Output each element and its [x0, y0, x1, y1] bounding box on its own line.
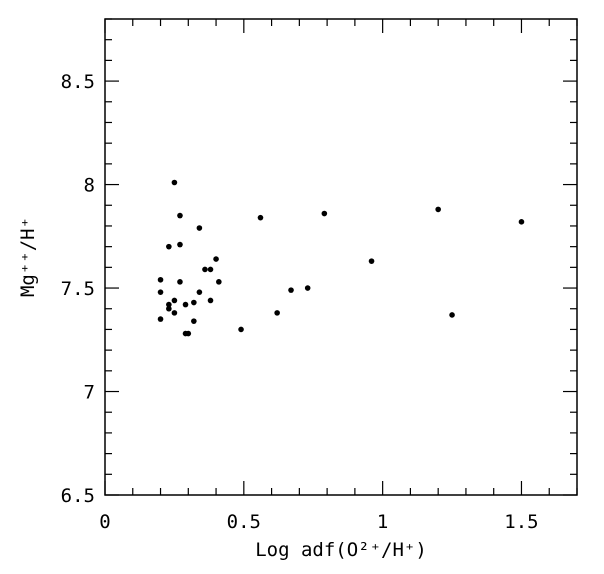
- data-point: [288, 287, 294, 293]
- data-point: [207, 297, 214, 304]
- data-point: [177, 212, 183, 219]
- data-point: [435, 206, 441, 213]
- data-point: [166, 305, 172, 312]
- x-tick-label: 1.5: [504, 511, 538, 533]
- y-tick-label: 8: [84, 175, 95, 197]
- data-point: [166, 243, 172, 250]
- data-point: [304, 285, 311, 291]
- data-point: [177, 241, 183, 248]
- x-tick-label: 1: [377, 511, 388, 533]
- x-axis-label: Log adf(O²⁺/H⁺): [255, 539, 427, 561]
- data-point: [274, 310, 280, 316]
- plot-frame: [104, 18, 578, 496]
- data-point: [171, 179, 178, 186]
- y-tick-label: 8.5: [61, 71, 95, 93]
- data-point: [216, 279, 222, 285]
- x-tick-label: 0: [99, 511, 110, 533]
- data-point: [171, 297, 178, 304]
- data-point: [157, 276, 164, 283]
- axis-ticks: [104, 18, 578, 496]
- data-point: [321, 210, 328, 217]
- y-axis-label: Mg⁺⁺/H⁺: [17, 217, 39, 297]
- data-point: [207, 266, 214, 273]
- x-tick-label: 0.5: [227, 511, 261, 533]
- data-point: [257, 214, 264, 221]
- data-point: [449, 312, 455, 318]
- data-point: [368, 258, 375, 264]
- y-tick-label: 7.5: [61, 278, 95, 300]
- data-point: [157, 316, 164, 322]
- y-tick-labels: 6.5 7 7.5 8 8.5: [61, 71, 95, 507]
- data-point: [182, 301, 189, 308]
- data-point: [191, 318, 197, 324]
- x-tick-labels: 0 0.5 1 1.5: [99, 511, 538, 533]
- data-point: [238, 326, 244, 333]
- data-point: [171, 310, 178, 316]
- data-point: [157, 289, 164, 295]
- data-points: [157, 179, 525, 337]
- data-point: [202, 266, 208, 273]
- y-tick-label: 7: [84, 382, 95, 404]
- data-point: [185, 330, 192, 337]
- data-point: [191, 299, 197, 306]
- data-point: [518, 219, 525, 225]
- data-point: [213, 256, 219, 262]
- data-point: [177, 279, 183, 285]
- y-tick-label: 6.5: [61, 485, 95, 507]
- data-point: [196, 289, 203, 295]
- data-point: [196, 225, 203, 231]
- data-point: [166, 301, 172, 308]
